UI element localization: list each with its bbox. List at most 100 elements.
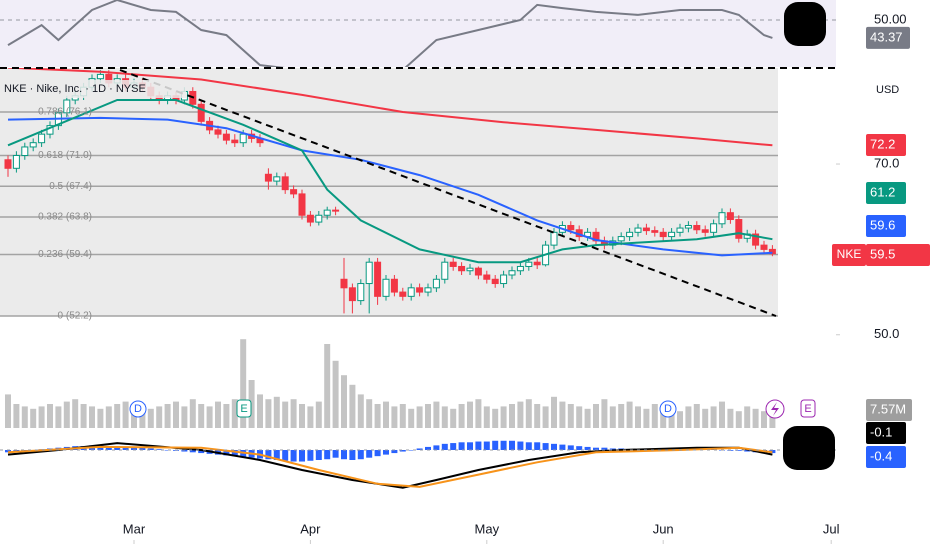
volume-bar	[626, 401, 633, 428]
symbol-title: NKE · Nike, Inc. · 1D · NYSE	[4, 83, 146, 95]
volume-bar	[97, 408, 104, 428]
price-layer	[0, 68, 778, 317]
macd-bar	[114, 446, 121, 450]
macd-bar	[567, 445, 574, 450]
candle-body	[399, 291, 407, 297]
volume-bar	[760, 411, 767, 428]
macd-bar	[366, 450, 373, 458]
event-icon[interactable]	[659, 400, 677, 418]
volume-bar	[391, 406, 398, 428]
volume-bar	[584, 408, 591, 428]
x-tick-label: Apr	[300, 521, 321, 536]
volume-bar	[651, 404, 658, 428]
macd-bar	[357, 450, 364, 460]
currency: USD	[876, 84, 899, 96]
volume-bar	[374, 404, 381, 428]
candle-body	[222, 133, 230, 141]
rsi-layer	[0, 0, 836, 67]
candle-body	[239, 133, 247, 144]
value-tag: -0.4	[870, 448, 892, 463]
volume-bar	[114, 404, 121, 428]
macd-bar	[416, 448, 423, 450]
line-series	[7, 99, 773, 264]
value-tag: 72.2	[870, 136, 895, 151]
volume-bar	[668, 408, 675, 428]
volume-bar	[382, 401, 389, 428]
candle-body	[626, 231, 634, 238]
candle-body	[752, 233, 760, 246]
macd-bar	[424, 446, 431, 450]
candle-body	[332, 209, 340, 212]
volume-bar	[609, 406, 616, 428]
line-series	[7, 0, 773, 67]
volume-bar	[534, 404, 541, 428]
candle-body	[726, 212, 734, 221]
macd-bar	[559, 444, 566, 450]
candle-body	[735, 219, 743, 239]
volume-bar	[618, 404, 625, 428]
volume-bar	[88, 406, 95, 428]
candle-body	[306, 214, 314, 223]
volume-bar	[542, 406, 549, 428]
countdown: 02:26:48	[872, 269, 919, 283]
candle-body	[684, 224, 692, 229]
fib-label: 0 (52.2)	[58, 311, 92, 322]
candle-body	[29, 142, 37, 148]
symbol-tag-bg	[832, 244, 866, 266]
volume-bar	[105, 406, 112, 428]
macd-bar	[550, 443, 557, 450]
candle-body	[693, 224, 701, 231]
candle-body	[340, 278, 348, 289]
x-tick-label: May	[475, 521, 500, 536]
volume-bar	[601, 399, 608, 428]
event-icon[interactable]	[236, 399, 252, 418]
volume-bar	[643, 408, 650, 428]
volume-layer	[4, 339, 776, 428]
volume-bar	[30, 408, 37, 428]
y-tick-label: 50.0	[874, 326, 899, 341]
volume-bar	[265, 399, 272, 428]
volume-bar	[567, 404, 574, 428]
volume-bar	[424, 404, 431, 428]
candle-body	[416, 287, 424, 293]
candle-body	[466, 267, 474, 272]
macd-bar	[231, 450, 238, 457]
volume-bar	[130, 406, 137, 428]
macd-bar	[181, 450, 188, 452]
volume-bar	[214, 401, 221, 428]
candle-body	[38, 133, 46, 144]
volume-bar	[399, 404, 406, 428]
macd-bar	[517, 441, 524, 450]
macd-bar	[475, 441, 482, 450]
value-tag-bg	[866, 215, 906, 237]
volume-bar	[332, 360, 339, 428]
volume-bar	[38, 406, 45, 428]
volume-bar	[256, 394, 263, 428]
macd-bar	[130, 447, 137, 450]
macd-bar	[189, 450, 196, 453]
macd-bar	[500, 440, 507, 450]
event-icon[interactable]	[800, 399, 816, 418]
event-icon[interactable]	[129, 400, 147, 418]
macd-bar	[324, 450, 331, 460]
volume-bar	[492, 408, 499, 428]
value-tag: 7.57M	[870, 401, 906, 416]
volume-bar	[273, 396, 280, 428]
value-tag-bg	[866, 422, 906, 444]
volume-bar	[559, 401, 566, 428]
macd-bar	[492, 440, 499, 450]
macd-bar	[441, 443, 448, 450]
fib-label: 0.618 (71.0)	[38, 150, 92, 161]
event-label: E	[804, 403, 811, 415]
macd-bar	[458, 442, 465, 450]
y-tick-label: 70.0	[874, 155, 899, 170]
macd-bar	[164, 450, 171, 451]
volume-bar	[298, 404, 305, 428]
macd-bar	[282, 450, 289, 461]
value-tag: -0.1	[870, 424, 892, 439]
macd-bar	[601, 447, 608, 450]
candle-body	[516, 265, 524, 272]
macd-bar	[534, 442, 541, 450]
volume-bar	[508, 404, 515, 428]
volume-bar	[72, 399, 79, 428]
